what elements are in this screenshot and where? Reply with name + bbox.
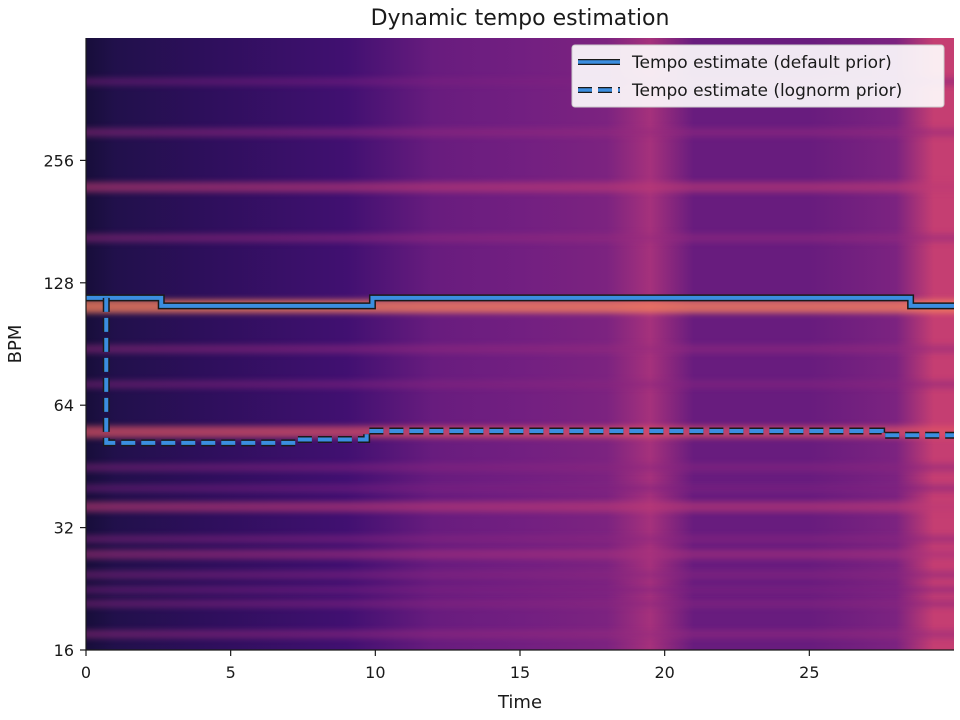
spectrogram-background bbox=[86, 38, 954, 650]
y-tick-label: 256 bbox=[43, 151, 74, 170]
y-ticks: 16 32 64 128 256 bbox=[43, 151, 86, 660]
spectrogram-band bbox=[86, 629, 954, 639]
legend-entry-default: Tempo estimate (default prior) bbox=[578, 53, 892, 73]
series-line bbox=[104, 297, 954, 445]
x-axis-label: Time bbox=[497, 692, 542, 713]
chart-title: Dynamic tempo estimation bbox=[371, 6, 670, 31]
spectrogram-band bbox=[86, 380, 954, 389]
y-tick-label: 16 bbox=[54, 641, 74, 660]
legend-entry-lognorm: Tempo estimate (lognorm prior) bbox=[578, 81, 902, 101]
spectrogram-band bbox=[86, 127, 954, 137]
axes: 0 5 10 15 20 25 16 32 64 128 256 bbox=[43, 38, 954, 682]
spectrogram-band bbox=[86, 484, 954, 493]
x-tick-label: 10 bbox=[365, 663, 385, 682]
y-tick-label: 128 bbox=[43, 274, 74, 293]
spectrogram-band bbox=[86, 344, 954, 354]
x-tick-label: 15 bbox=[510, 663, 530, 682]
x-tick-label: 5 bbox=[226, 663, 236, 682]
spectrogram-band bbox=[86, 501, 954, 512]
spectrogram-band bbox=[86, 233, 954, 243]
plot-area bbox=[86, 38, 954, 650]
tempo-series bbox=[86, 294, 954, 447]
legend-box bbox=[571, 44, 945, 108]
spectrogram-band bbox=[86, 570, 954, 579]
x-tick-label: 25 bbox=[799, 663, 819, 682]
spectrogram-band bbox=[86, 585, 954, 594]
legend: Tempo estimate (default prior) Tempo est… bbox=[571, 44, 945, 108]
y-axis-label: BPM bbox=[5, 325, 26, 364]
legend-label-default: Tempo estimate (default prior) bbox=[631, 53, 892, 73]
x-tick-label: 0 bbox=[81, 663, 91, 682]
spectrogram-band bbox=[86, 181, 954, 193]
x-tick-label: 20 bbox=[654, 663, 674, 682]
spectrogram-band bbox=[86, 599, 954, 608]
legend-label-lognorm: Tempo estimate (lognorm prior) bbox=[631, 81, 902, 101]
spectrogram-band bbox=[86, 534, 954, 544]
y-tick-label: 64 bbox=[54, 396, 74, 415]
spectrogram-bands bbox=[86, 77, 954, 639]
spectrogram-band bbox=[86, 463, 954, 472]
spectrogram-band bbox=[86, 77, 954, 86]
y-tick-label: 32 bbox=[54, 519, 74, 538]
spectrogram-band bbox=[86, 549, 954, 560]
x-ticks: 0 5 10 15 20 25 bbox=[81, 650, 820, 682]
series-line bbox=[86, 295, 954, 308]
